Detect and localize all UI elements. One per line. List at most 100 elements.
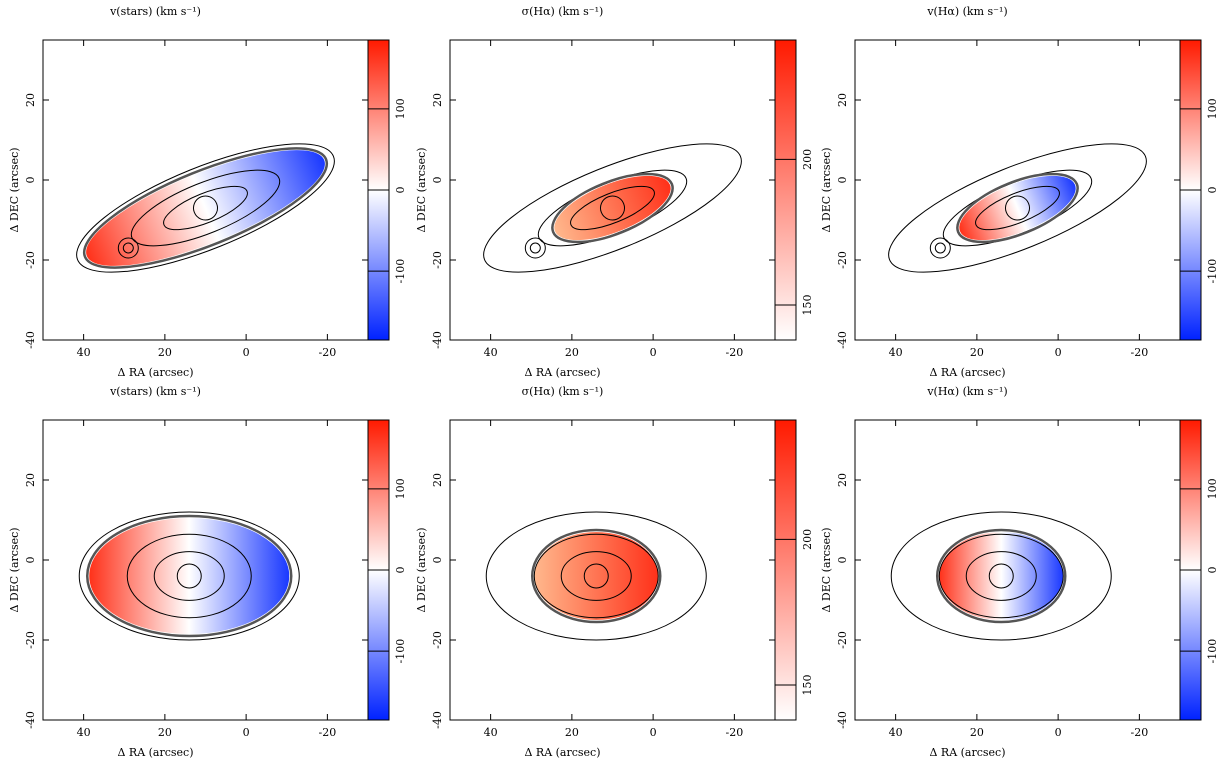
colorbar-tick-label: 0 bbox=[394, 187, 407, 194]
y-tick-label: -40 bbox=[24, 711, 37, 729]
x-axis-label: Δ RA (arcsec) bbox=[929, 366, 1005, 379]
contour bbox=[988, 563, 1014, 589]
region-outline bbox=[551, 172, 674, 244]
colorbar-tick-label: -100 bbox=[1206, 639, 1219, 664]
region-outline bbox=[956, 172, 1079, 244]
x-tick-label: 40 bbox=[889, 726, 903, 739]
colorbar-tick-label: 0 bbox=[1206, 567, 1219, 574]
contour bbox=[126, 533, 252, 619]
contour bbox=[117, 237, 139, 259]
emission-field bbox=[939, 532, 1064, 620]
x-axis-label: Δ RA (arcsec) bbox=[524, 746, 600, 759]
contour bbox=[76, 143, 335, 273]
y-tick-label: 20 bbox=[836, 473, 849, 487]
contour bbox=[938, 533, 1064, 619]
colorbar-tick-label: 0 bbox=[1206, 187, 1219, 194]
y-tick-label: 20 bbox=[431, 473, 444, 487]
y-tick-label: -20 bbox=[24, 251, 37, 269]
panel-title: v(stars) (km s⁻¹) bbox=[109, 385, 201, 398]
contour bbox=[975, 185, 1060, 231]
contour bbox=[934, 242, 946, 254]
x-tick-label: 0 bbox=[243, 726, 250, 739]
x-tick-label: 20 bbox=[158, 726, 172, 739]
x-axis-label: Δ RA (arcsec) bbox=[117, 746, 193, 759]
y-tick-label: 20 bbox=[24, 473, 37, 487]
x-tick-label: 40 bbox=[484, 346, 498, 359]
y-tick-label: -40 bbox=[836, 331, 849, 349]
colorbar-tick-label: 150 bbox=[801, 675, 814, 696]
contour bbox=[1005, 195, 1030, 221]
y-axis-label: Δ DEC (arcsec) bbox=[820, 527, 833, 612]
y-axis-label: Δ DEC (arcsec) bbox=[415, 527, 428, 612]
contour bbox=[529, 242, 541, 254]
map-layer bbox=[76, 143, 335, 273]
contour bbox=[130, 169, 281, 247]
y-tick-label: -40 bbox=[24, 331, 37, 349]
y-tick-label: 0 bbox=[836, 177, 849, 184]
y-tick-label: -20 bbox=[836, 631, 849, 649]
map-layer bbox=[888, 143, 1147, 273]
map-layer bbox=[483, 143, 742, 273]
contour bbox=[176, 563, 202, 589]
y-tick-label: 0 bbox=[24, 177, 37, 184]
map-layer bbox=[485, 511, 707, 641]
contour bbox=[570, 185, 655, 231]
map-layer bbox=[78, 511, 300, 641]
x-tick-label: 0 bbox=[1055, 346, 1062, 359]
x-tick-label: 20 bbox=[970, 346, 984, 359]
x-tick-label: -20 bbox=[726, 346, 744, 359]
x-tick-label: 40 bbox=[889, 346, 903, 359]
y-tick-label: -20 bbox=[24, 631, 37, 649]
x-tick-label: 20 bbox=[565, 726, 579, 739]
contour bbox=[78, 511, 300, 641]
contour bbox=[890, 511, 1112, 641]
y-tick-label: -20 bbox=[836, 251, 849, 269]
colorbar-tick-label: -100 bbox=[394, 639, 407, 664]
x-tick-label: 40 bbox=[77, 346, 91, 359]
contour bbox=[533, 533, 659, 619]
map bbox=[483, 143, 742, 273]
y-axis-label: Δ DEC (arcsec) bbox=[8, 527, 21, 612]
x-tick-label: 20 bbox=[970, 726, 984, 739]
contour bbox=[888, 143, 1147, 273]
map bbox=[76, 143, 335, 273]
x-tick-label: 0 bbox=[1055, 726, 1062, 739]
panel-title: σ(Hα) (km s⁻¹) bbox=[522, 385, 604, 398]
contour bbox=[929, 237, 951, 259]
region-outline bbox=[86, 514, 293, 638]
y-axis-label: Δ DEC (arcsec) bbox=[8, 147, 21, 232]
x-tick-label: -20 bbox=[319, 346, 337, 359]
emission-field bbox=[534, 532, 659, 620]
y-tick-label: 0 bbox=[431, 177, 444, 184]
y-tick-label: 20 bbox=[836, 93, 849, 107]
colorbar bbox=[774, 419, 797, 721]
contour bbox=[524, 237, 546, 259]
colorbar-tick-label: 100 bbox=[1206, 98, 1219, 119]
x-tick-label: -20 bbox=[1131, 346, 1149, 359]
colorbar-tick-label: 100 bbox=[394, 478, 407, 499]
emission-field bbox=[959, 175, 1076, 241]
contour bbox=[965, 551, 1037, 601]
y-tick-label: -20 bbox=[431, 631, 444, 649]
contour bbox=[485, 511, 707, 641]
contour bbox=[583, 563, 609, 589]
map bbox=[890, 511, 1112, 641]
y-tick-label: 20 bbox=[24, 93, 37, 107]
x-tick-label: 40 bbox=[77, 726, 91, 739]
contour bbox=[483, 143, 742, 273]
y-tick-label: 0 bbox=[24, 557, 37, 564]
x-tick-label: -20 bbox=[1131, 726, 1149, 739]
colorbar-tick-label: 0 bbox=[394, 567, 407, 574]
colorbar bbox=[774, 39, 797, 341]
map bbox=[485, 511, 707, 641]
panel: 40 20 0 -20 -40 -20 0 20 v(Hα) (km s⁻¹) Δ RA (arc… bbox=[820, 385, 1219, 759]
x-tick-label: 20 bbox=[158, 346, 172, 359]
colorbar-tick-label: 100 bbox=[394, 98, 407, 119]
colorbar-tick-label: 150 bbox=[801, 295, 814, 316]
contour bbox=[153, 551, 225, 601]
region-outline bbox=[82, 147, 329, 269]
contour bbox=[163, 185, 248, 231]
contour bbox=[122, 242, 134, 254]
